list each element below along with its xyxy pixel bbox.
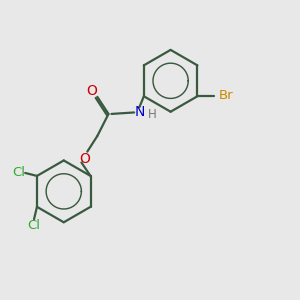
- Text: O: O: [79, 152, 90, 166]
- Text: Cl: Cl: [12, 166, 25, 179]
- Text: Cl: Cl: [28, 219, 40, 232]
- Text: O: O: [87, 84, 98, 98]
- Text: H: H: [148, 108, 157, 121]
- Text: N: N: [134, 106, 145, 119]
- Text: Br: Br: [219, 89, 233, 102]
